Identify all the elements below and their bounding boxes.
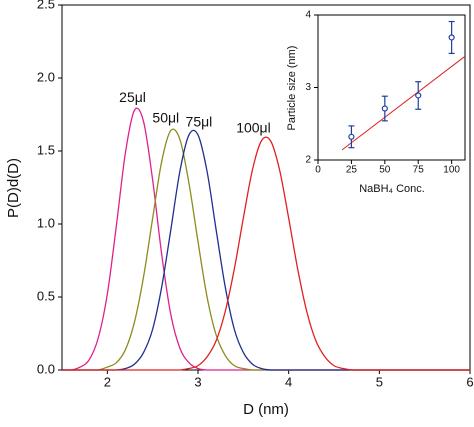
x-axis-label: D (nm): [243, 401, 289, 418]
x-tick-label: 100: [443, 165, 460, 176]
x-tick-label: 75: [413, 165, 425, 176]
y-tick-label: 2.5: [37, 0, 55, 11]
x-tick-label: 0: [315, 165, 321, 176]
y-axis-label: P(D)d(D): [5, 158, 22, 218]
curve-label: 25μl: [119, 89, 146, 105]
x-tick-label: 4: [285, 374, 292, 389]
point: [381, 105, 388, 112]
y-tick-label: 3: [305, 82, 311, 93]
fit-line: [341, 55, 466, 151]
inset-background: [284, 6, 470, 196]
point: [348, 133, 355, 140]
x-tick-label: 2: [104, 374, 111, 389]
inset-x-axis-label: NaBH₄ Conc.: [359, 183, 425, 195]
y-tick-label: 0.5: [37, 288, 55, 303]
curve-label: 50μl: [152, 109, 179, 125]
y-tick-label: 1.5: [37, 142, 55, 157]
x-tick-label: 5: [376, 374, 383, 389]
x-tick-label: 25: [346, 165, 358, 176]
inset-y-axis-label: Particle size (nm): [286, 46, 298, 131]
x-tick-label: 6: [466, 374, 473, 389]
y-tick-label: 2.0: [37, 69, 55, 84]
y-tick-label: 0.0: [37, 361, 55, 376]
curve-label: 100μl: [236, 119, 271, 135]
curve: [61, 136, 470, 371]
x-tick-label: 3: [194, 374, 201, 389]
point: [415, 92, 422, 99]
point: [448, 34, 455, 41]
x-tick-label: 50: [379, 165, 391, 176]
y-tick-label: 4: [305, 10, 311, 21]
y-tick-label: 1.0: [37, 215, 55, 230]
y-tick-label: 2: [305, 155, 311, 166]
curve-label: 75μl: [186, 114, 213, 130]
